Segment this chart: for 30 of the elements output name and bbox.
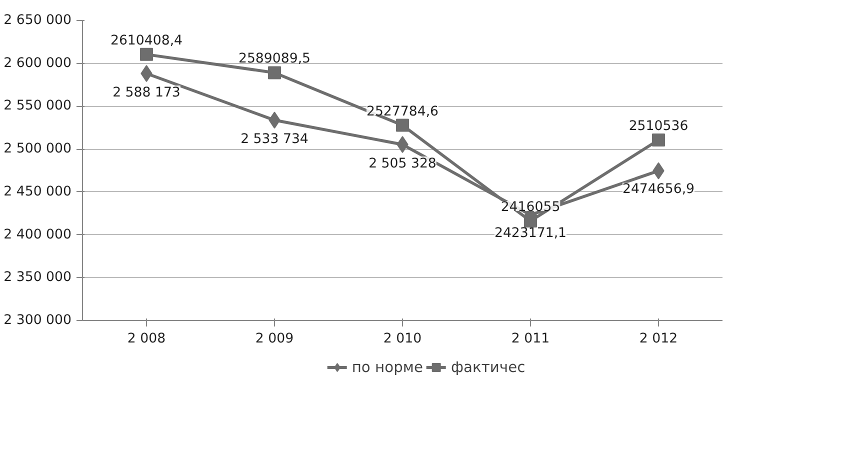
- x-tick-label: 2 009: [255, 332, 294, 346]
- data-label: 2527784,6: [366, 104, 439, 120]
- y-tick-label: 2 500 000: [4, 142, 72, 157]
- point: [396, 118, 409, 132]
- data-label: 2 533 734: [240, 132, 308, 148]
- data-label: 2610408,4: [110, 33, 183, 48]
- y-tick-label: 2 450 000: [4, 184, 72, 200]
- point: [524, 214, 537, 228]
- y-tick-label: 2 600 000: [4, 56, 72, 71]
- y-tick-label: 2 550 000: [4, 98, 72, 114]
- x-tick-label: 2 010: [383, 332, 422, 346]
- x-tick-label: 2 012: [639, 332, 678, 346]
- x-tick-label: 2 011: [511, 332, 550, 346]
- point: [652, 134, 665, 147]
- data-label: 2510536: [628, 119, 688, 134]
- y-tick-label: 2 650 000: [4, 13, 72, 28]
- legend-label: по норме: [352, 358, 423, 376]
- data-label: 2589089,5: [238, 52, 311, 67]
- x-tick-label: 2 008: [127, 332, 166, 346]
- point: [268, 66, 281, 80]
- y-tick-label: 2 400 000: [4, 227, 72, 242]
- point: [140, 48, 153, 61]
- y-tick-label: 2 300 000: [4, 313, 72, 328]
- data-label: 2 588 173: [112, 85, 180, 100]
- y-tick-label: 2 350 000: [4, 270, 72, 286]
- data-label: 2 505 328: [368, 156, 436, 172]
- data-label: 2416055: [500, 200, 560, 216]
- data-label: 2474656,9: [622, 182, 695, 197]
- legend-label: фактичес: [450, 358, 526, 376]
- data-label: 2423171,1: [494, 226, 567, 241]
